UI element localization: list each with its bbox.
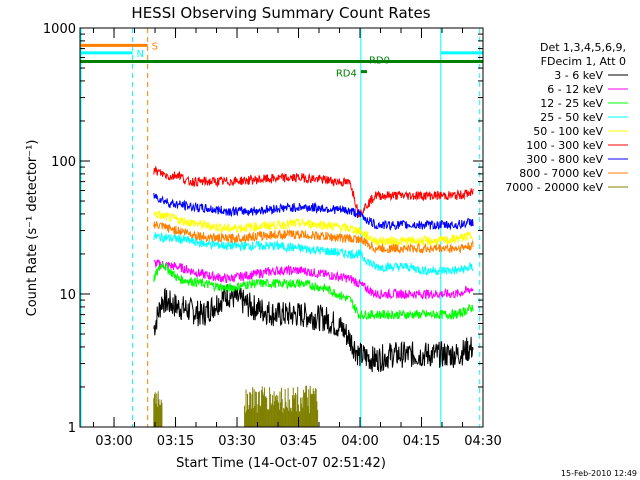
x-tick-label: 04:30: [464, 434, 501, 449]
plot-frame: [79, 27, 484, 428]
y-axis-label: Count Rate (s⁻¹ detector⁻¹): [25, 140, 40, 317]
legend: Det 1,3,4,5,6,9,FDecim 1, Att 03 - 6 keV…: [505, 41, 628, 194]
series-line: [153, 284, 474, 373]
series-7000-20000-kev: [153, 385, 319, 427]
y-tick-label: 100: [51, 155, 76, 170]
legend-entry-label: 12 - 25 keV: [540, 97, 603, 110]
footer-date: 15-Feb-2010 12:49: [561, 469, 637, 478]
legend-title-line: Det 1,3,4,5,6,9,: [540, 41, 626, 54]
x-tick-label: 03:30: [218, 434, 255, 449]
legend-title-line: FDecim 1, Att 0: [541, 55, 626, 68]
legend-entry-label: 300 - 800 keV: [526, 153, 603, 166]
series-line: [153, 259, 474, 300]
legend-entry-label: 25 - 50 keV: [540, 111, 603, 124]
series-line: [153, 232, 474, 277]
series-line: [153, 210, 474, 247]
series-line: [153, 221, 474, 255]
legend-entry-label: 7000 - 20000 keV: [505, 181, 603, 194]
series-line: [153, 192, 474, 231]
x-tick-label: 03:15: [157, 434, 194, 449]
state-bar-label: N: [136, 49, 143, 60]
x-axis-label: Start Time (14-Oct-07 02:51:42): [176, 456, 386, 471]
state-bar-label: RD4: [336, 69, 357, 80]
state-bar-label: RD0: [369, 55, 390, 66]
x-tick-label: 03:45: [280, 434, 317, 449]
legend-entry-label: 6 - 12 keV: [547, 83, 603, 96]
legend-entry-label: 3 - 6 keV: [554, 69, 603, 82]
chart-title: HESSI Observing Summary Count Rates: [131, 4, 430, 22]
x-tick-label: 04:00: [341, 434, 378, 449]
legend-entry-label: 800 - 7000 keV: [519, 167, 603, 180]
y-tick-label: 10: [59, 288, 76, 303]
y-tick-label: 1: [68, 421, 76, 436]
legend-entry-label: 50 - 100 keV: [533, 125, 603, 138]
state-bar-label: S: [152, 41, 158, 52]
series-line: [153, 262, 474, 321]
legend-entry-label: 100 - 300 keV: [526, 139, 603, 152]
x-tick-label: 03:00: [95, 434, 132, 449]
y-tick-label: 1000: [43, 22, 76, 37]
x-tick-label: 04:15: [403, 434, 440, 449]
series-line: [153, 165, 474, 218]
